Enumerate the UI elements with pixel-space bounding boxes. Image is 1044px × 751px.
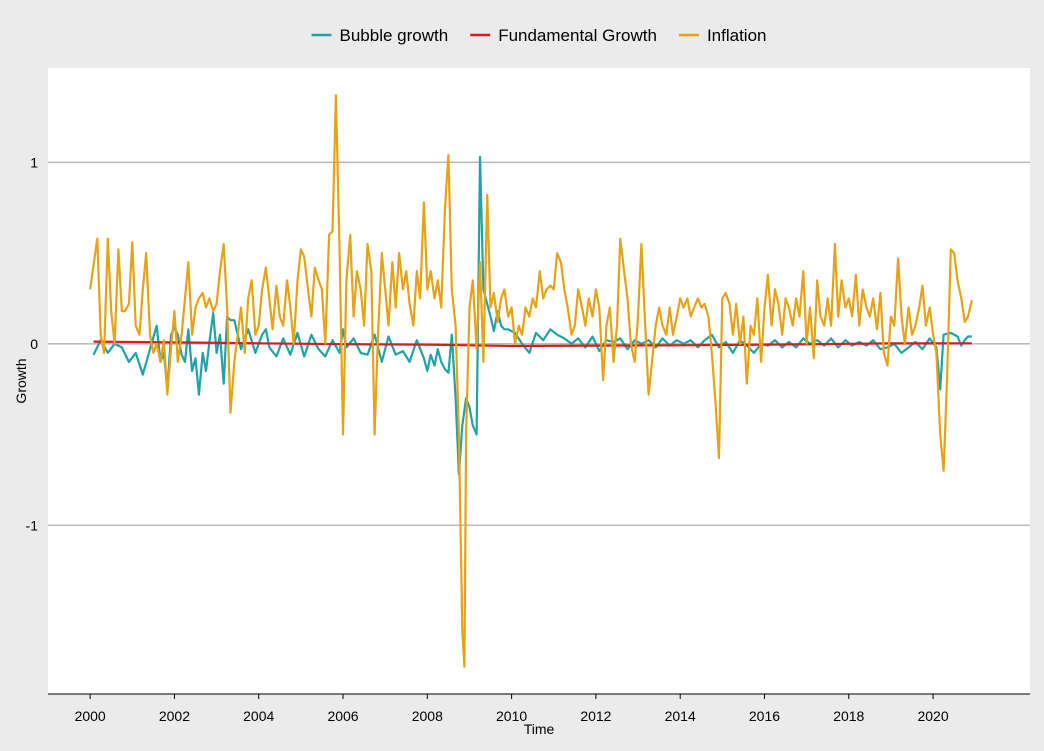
y-tick-label: -1 bbox=[26, 517, 39, 533]
x-tick-label: 2006 bbox=[327, 708, 358, 724]
legend-label-bubble-growth: Bubble growth bbox=[340, 26, 449, 45]
x-tick-label: 2002 bbox=[159, 708, 190, 724]
x-tick-label: 2012 bbox=[580, 708, 611, 724]
legend: Bubble growth Fundamental Growth Inflation bbox=[311, 26, 767, 45]
x-tick-label: 2004 bbox=[243, 708, 274, 724]
series-line-inflation bbox=[89, 94, 973, 668]
legend-label-fundamental-growth: Fundamental Growth bbox=[498, 26, 657, 45]
legend-label-inflation: Inflation bbox=[707, 26, 767, 45]
x-axis-title: Time bbox=[524, 721, 555, 737]
series-lines bbox=[89, 94, 973, 668]
y-axis-title: Growth bbox=[13, 358, 29, 403]
x-tick-label: 2020 bbox=[917, 708, 948, 724]
axes: -1 0 1 2000 2002 2004 2006 2008 2010 2012 2014 2016… bbox=[26, 154, 1030, 724]
x-tick-label: 2014 bbox=[665, 708, 696, 724]
x-tick-label: 2008 bbox=[412, 708, 443, 724]
x-tick-label: 2010 bbox=[496, 708, 527, 724]
x-tick-label: 2000 bbox=[75, 708, 106, 724]
y-tick-label: 1 bbox=[30, 154, 38, 170]
x-tick-label: 2016 bbox=[749, 708, 780, 724]
y-tick-label: 0 bbox=[30, 336, 38, 352]
x-tick-label: 2018 bbox=[833, 708, 864, 724]
plot-panel bbox=[48, 68, 1030, 694]
